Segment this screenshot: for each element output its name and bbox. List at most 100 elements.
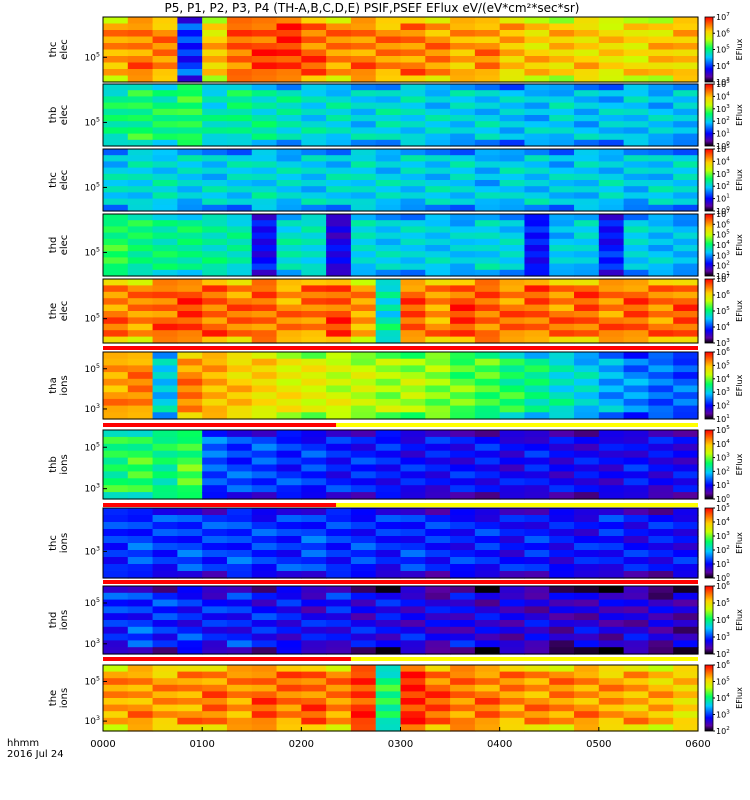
heatmap-cell bbox=[400, 405, 426, 413]
heatmap-cell bbox=[450, 436, 476, 445]
heatmap-cell bbox=[400, 330, 426, 338]
heatmap-cell bbox=[226, 485, 253, 493]
heatmap-cell bbox=[103, 678, 129, 686]
heatmap-cell bbox=[152, 30, 178, 38]
heatmap-cell bbox=[226, 204, 253, 212]
heatmap-cell bbox=[202, 711, 228, 719]
heatmap-cell bbox=[375, 173, 402, 181]
heatmap-cell bbox=[524, 550, 550, 558]
heatmap-cell bbox=[276, 436, 302, 445]
heatmap-cell bbox=[350, 358, 377, 366]
heatmap-cell bbox=[648, 564, 674, 572]
colorbar-tick-label: 105 bbox=[716, 306, 730, 316]
heatmap-cell bbox=[326, 550, 352, 558]
heatmap-cell bbox=[450, 186, 476, 193]
heatmap-cell bbox=[623, 392, 650, 400]
heatmap-cell bbox=[103, 311, 129, 318]
heatmap-cell bbox=[673, 684, 699, 692]
heatmap-cell bbox=[574, 192, 600, 200]
panel-frame bbox=[102, 585, 699, 655]
heatmap-cell bbox=[549, 557, 575, 565]
heatmap-cell bbox=[598, 115, 625, 122]
heatmap-cell bbox=[574, 485, 600, 493]
heatmap-cell bbox=[326, 245, 352, 252]
heatmap-cell bbox=[350, 698, 377, 706]
heatmap-cell bbox=[202, 62, 228, 70]
heatmap-cell bbox=[400, 647, 426, 655]
heatmap-cell bbox=[400, 133, 426, 141]
heatmap-cell bbox=[152, 238, 178, 246]
heatmap-cell bbox=[499, 291, 526, 299]
heatmap-cell bbox=[350, 173, 377, 181]
heatmap-cell bbox=[524, 436, 550, 445]
heatmap-cell bbox=[251, 220, 278, 227]
heatmap-cell bbox=[152, 279, 178, 286]
heatmap-cell bbox=[152, 543, 178, 551]
heatmap-cell bbox=[524, 204, 550, 212]
heatmap-cell bbox=[574, 564, 600, 572]
heatmap-cell bbox=[276, 671, 302, 679]
heatmap-cell bbox=[326, 522, 352, 530]
heatmap-cell bbox=[276, 372, 302, 380]
heatmap-cell bbox=[127, 557, 154, 565]
heatmap-cell bbox=[499, 84, 526, 91]
heatmap-cell bbox=[499, 522, 526, 530]
heatmap-cell bbox=[574, 691, 600, 699]
heatmap-cell bbox=[301, 671, 327, 679]
heatmap-cell bbox=[350, 36, 377, 44]
colorbar-tick-label: 103 bbox=[716, 104, 730, 114]
y-label: thcions bbox=[48, 533, 70, 553]
heatmap-cell bbox=[400, 352, 426, 360]
heatmap-cell bbox=[425, 471, 451, 479]
heatmap-cell bbox=[127, 330, 154, 338]
colorbar-tick-label: 105 bbox=[716, 677, 730, 687]
heatmap-cell bbox=[499, 443, 526, 452]
heatmap-cell bbox=[226, 508, 253, 516]
heatmap-cell bbox=[226, 226, 253, 234]
heatmap-cell bbox=[524, 75, 550, 83]
heatmap-cell bbox=[251, 317, 278, 325]
heatmap-cell bbox=[326, 127, 352, 135]
heatmap-cell bbox=[400, 478, 426, 486]
heatmap-cell bbox=[152, 698, 178, 706]
heatmap-cell bbox=[127, 536, 154, 544]
heatmap-cell bbox=[375, 620, 402, 628]
heatmap-cell bbox=[648, 214, 674, 221]
heatmap-cell bbox=[301, 311, 327, 318]
heatmap-cell bbox=[226, 405, 253, 413]
heatmap-cell bbox=[524, 84, 550, 91]
heatmap-cell bbox=[499, 232, 526, 240]
heatmap-cell bbox=[598, 291, 625, 299]
heatmap-cell bbox=[350, 304, 377, 312]
heatmap-cell bbox=[350, 49, 377, 57]
heatmap-cell bbox=[202, 214, 228, 221]
heatmap-cell bbox=[549, 392, 575, 400]
heatmap-cell bbox=[375, 564, 402, 572]
heatmap-cell bbox=[598, 430, 625, 438]
heatmap-cell bbox=[425, 317, 451, 325]
heatmap-cell bbox=[574, 378, 600, 387]
heatmap-cell bbox=[177, 515, 203, 523]
heatmap-cell bbox=[301, 571, 327, 579]
heatmap-cell bbox=[375, 613, 402, 621]
heatmap-cell bbox=[177, 269, 203, 277]
heatmap-cell bbox=[648, 279, 674, 286]
heatmap-cell bbox=[574, 198, 600, 206]
heatmap-cell bbox=[152, 691, 178, 699]
heatmap-cell bbox=[425, 330, 451, 338]
heatmap-cell bbox=[499, 392, 526, 400]
heatmap-cell bbox=[152, 678, 178, 686]
heatmap-cell bbox=[375, 220, 402, 227]
heatmap-cell bbox=[350, 285, 377, 293]
heatmap-cell bbox=[549, 173, 575, 181]
heatmap-cell bbox=[574, 251, 600, 258]
heatmap-cell bbox=[474, 571, 501, 579]
heatmap-cell bbox=[574, 536, 600, 544]
heatmap-cell bbox=[103, 443, 129, 452]
heatmap-cell bbox=[648, 149, 674, 156]
heatmap-cell bbox=[326, 291, 352, 299]
heatmap-cell bbox=[202, 352, 228, 360]
heatmap-cell bbox=[474, 633, 501, 641]
heatmap-cell bbox=[450, 330, 476, 338]
heatmap-cell bbox=[301, 478, 327, 486]
